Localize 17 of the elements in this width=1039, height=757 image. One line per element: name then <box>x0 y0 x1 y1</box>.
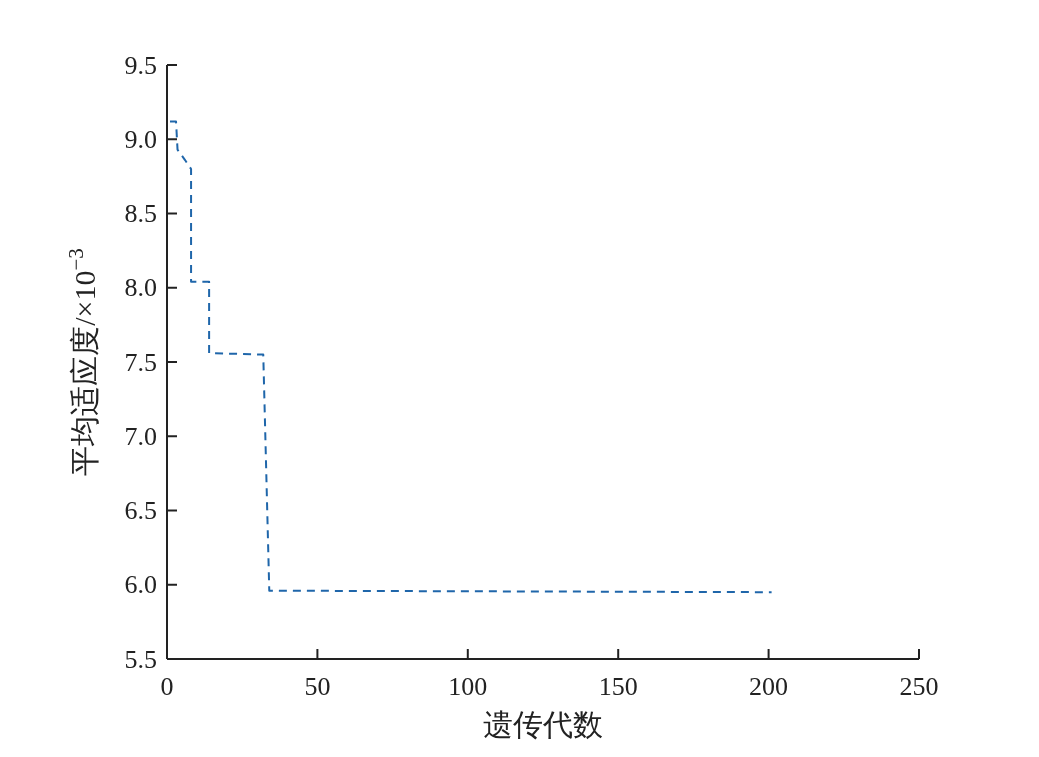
y-tick-label: 7.0 <box>124 421 157 451</box>
y-tick-label: 5.5 <box>124 644 157 674</box>
line-series <box>169 120 773 594</box>
x-tick-label: 0 <box>160 672 174 701</box>
x-tick-label: 150 <box>598 672 638 701</box>
x-tick-label: 250 <box>899 672 939 701</box>
y-tick-label: 7.5 <box>124 347 157 377</box>
x-tick-label: 100 <box>448 672 488 701</box>
x-axis-title: 遗传代数 <box>483 708 603 741</box>
y-tick-label: 9.5 <box>124 50 157 80</box>
y-tick-label: 6.0 <box>124 570 157 600</box>
y-tick-label: 9.0 <box>124 124 157 154</box>
y-tick-label: 6.5 <box>124 496 157 525</box>
x-tick-label: 200 <box>749 672 789 701</box>
y-tick-label: 8.5 <box>124 199 157 228</box>
x-tick-label: 50 <box>304 672 331 701</box>
y-tick-label: 8.0 <box>124 273 157 303</box>
